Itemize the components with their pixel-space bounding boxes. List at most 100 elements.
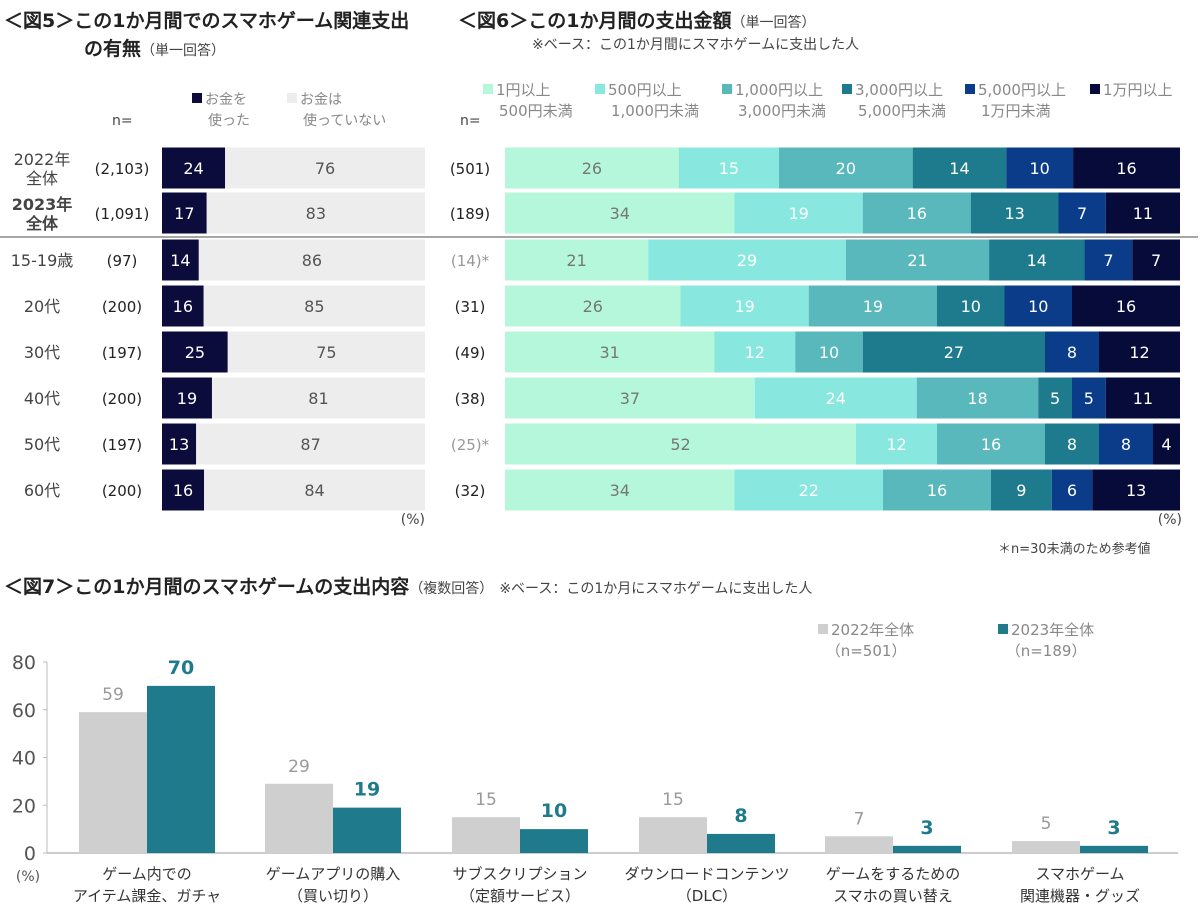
fig6-value-label: 9 (1016, 481, 1026, 500)
fig6-bar-segment (1099, 331, 1180, 373)
fig5-category-label: 20代 (24, 297, 60, 316)
fig7-bar-2023 (147, 685, 215, 853)
fig7-y-tick-label: 80 (12, 652, 36, 674)
fig6-value-label: 8 (1121, 435, 1131, 454)
fig5-bar-used (162, 469, 205, 511)
fig5-bar-not-used (203, 285, 425, 327)
fig6-bar-segment (505, 192, 735, 234)
fig5-bar-not-used (204, 469, 425, 511)
fig5-category-label: 60代 (24, 481, 60, 500)
fig5-n-value: (197) (102, 344, 142, 362)
fig7-bar-2023 (893, 845, 961, 853)
fig7-bar-2022 (79, 712, 147, 853)
fig5-value-label: 85 (304, 297, 324, 316)
fig6-bar-segment (779, 147, 913, 189)
fig6-bar-segment (505, 285, 681, 327)
fig5-category-label: 15-19歳 (11, 251, 74, 270)
legend-label: 1,000円未満 (611, 102, 699, 120)
fig5-value-label: 76 (315, 159, 335, 178)
legend-label: 5,000円未満 (858, 102, 946, 120)
fig5-value-label: 14 (170, 251, 190, 270)
fig6-n-value: (31) (455, 298, 486, 316)
fig6-bar-segment (1105, 192, 1180, 234)
fig6-bar-segment (937, 423, 1045, 465)
fig6-value-label: 10 (1029, 159, 1049, 178)
fig5-value-label: 16 (173, 481, 193, 500)
fig7-category-label-line2: （買い切り） (288, 887, 378, 905)
fig6-value-label: 16 (907, 204, 927, 223)
fig6-bar-segment (991, 469, 1052, 511)
fig6-value-label: 19 (863, 297, 883, 316)
fig5-category-label: 50代 (24, 435, 60, 454)
fig5-category-label: 2023年 (12, 195, 73, 214)
fig6-value-label: 18 (967, 389, 987, 408)
fig6-bar-segment (714, 331, 796, 373)
fig7-category-label: ゲームアプリの購入 (266, 865, 401, 883)
fig5-bar-not-used (225, 147, 425, 189)
fig6-n-value: (14)* (451, 252, 490, 270)
fig7-value-label-2023: 70 (168, 657, 194, 679)
legend-swatch (722, 84, 732, 94)
legend-swatch (287, 93, 297, 103)
fig7-bar-2023 (707, 833, 775, 853)
fig6-bar-segment (883, 469, 991, 511)
fig7-bar-2022 (1012, 841, 1080, 853)
fig5-category-label-line2: 全体 (26, 169, 58, 188)
fig6-value-label: 21 (907, 251, 927, 270)
fig6-value-label: 5 (1050, 389, 1060, 408)
fig7-value-label-2022: 7 (854, 809, 865, 829)
fig6-bar-segment (1099, 423, 1153, 465)
fig7-value-label-2022: 15 (662, 790, 684, 810)
fig6-value-label: 13 (1004, 204, 1024, 223)
fig5-bar-not-used (198, 239, 425, 281)
fig6-bar-segment (937, 285, 1005, 327)
fig7-category-label: スマホゲーム (1035, 865, 1124, 883)
fig6-base-note: ※ベース：この1か月間にスマホゲームに支出した人 (532, 37, 860, 53)
fig7-category-label: ゲームをするための (826, 865, 961, 883)
fig6-bar-segment (916, 377, 1039, 419)
fig6-bar-segment (1038, 377, 1072, 419)
fig6-bar-segment (505, 147, 679, 189)
fig6-unit: (%) (1158, 512, 1182, 528)
fig7-category-label: サブスクリプション (452, 865, 587, 883)
fig6-value-label: 12 (1129, 343, 1149, 362)
fig6-value-label: 8 (1067, 435, 1077, 454)
fig6-bar-segment (1132, 239, 1180, 281)
fig6-bar-segment (505, 423, 856, 465)
fig7-bar-2023 (1080, 845, 1148, 853)
fig5-category-label: 40代 (24, 389, 60, 408)
fig7-bar-2022 (825, 836, 893, 853)
fig6-value-label: 20 (836, 159, 856, 178)
fig7-bar-2023 (333, 807, 401, 853)
fig6-value-label: 16 (927, 481, 947, 500)
fig5-n-value: (200) (102, 390, 142, 408)
fig6-legend-item: 3,000円以上 5,000円未満 (842, 80, 946, 122)
fig6-value-label: 34 (610, 481, 630, 500)
fig7-category-label: ダウンロードコンテンツ (624, 865, 789, 883)
fig5-legend-item-used: お金を 使った (192, 90, 250, 132)
fig6-bar-segment (505, 377, 755, 419)
legend-label: 500円未満 (499, 102, 573, 120)
fig6-value-label: 19 (734, 297, 754, 316)
fig6-bar-segment (856, 423, 937, 465)
legend-swatch (483, 84, 493, 94)
fig5-legend-item-not-used: お金は 使っていない (287, 90, 386, 132)
fig7-title-note: （複数回答） (409, 581, 494, 597)
fig6-value-label: 26 (582, 159, 602, 178)
fig5-value-label: 16 (173, 297, 193, 316)
legend-label: お金は (300, 92, 342, 108)
fig5-value-label: 19 (177, 389, 197, 408)
legend-label: 3,000円未満 (738, 102, 826, 120)
fig6-value-label: 10 (961, 297, 981, 316)
fig6-bar-segment (1058, 192, 1106, 234)
fig5-bar-used (162, 331, 228, 373)
fig5-bar-used (162, 147, 226, 189)
fig6-bar-segment (808, 285, 937, 327)
legend-label: 1円以上 (496, 81, 551, 99)
fig6-bar-segment (505, 331, 715, 373)
fig7-y-tick-label: 0 (24, 843, 36, 865)
fig6-legend-item: 1,000円以上 3,000円未満 (722, 80, 826, 122)
fig6-value-label: 34 (610, 204, 630, 223)
fig6-value-label: 52 (670, 435, 690, 454)
